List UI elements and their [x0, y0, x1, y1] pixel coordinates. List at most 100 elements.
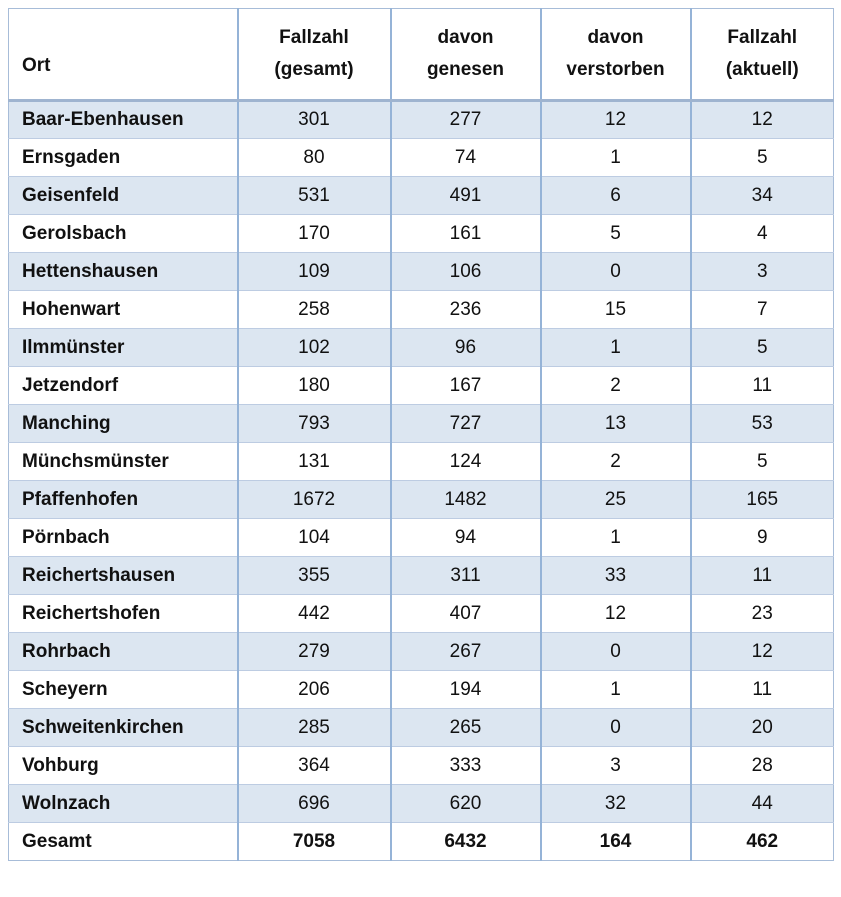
col-header-fallzahl-gesamt: Fallzahl (gesamt) [236, 8, 391, 102]
cell-fallzahl-gesamt: 180 [236, 366, 391, 405]
cell-ort: Wolnzach [8, 784, 238, 823]
cell-davon-verstorben: 2 [539, 366, 691, 405]
cell-fallzahl-aktuell: 4 [689, 214, 834, 253]
table-row: Hohenwart 258 236 15 7 [8, 290, 834, 329]
cell-davon-genesen: 407 [389, 594, 541, 633]
cell-davon-genesen: 6432 [389, 822, 541, 861]
cell-fallzahl-aktuell: 53 [689, 404, 834, 443]
cell-fallzahl-gesamt: 285 [236, 708, 391, 747]
cell-davon-verstorben: 0 [539, 252, 691, 291]
cell-davon-verstorben: 15 [539, 290, 691, 329]
cell-davon-genesen: 124 [389, 442, 541, 481]
cell-ort: Gesamt [8, 822, 238, 861]
cell-davon-verstorben: 0 [539, 708, 691, 747]
table-row: Pfaffenhofen 1672 1482 25 165 [8, 480, 834, 519]
cell-fallzahl-gesamt: 1672 [236, 480, 391, 519]
cell-ort: Pörnbach [8, 518, 238, 557]
cell-davon-verstorben: 1 [539, 670, 691, 709]
cell-fallzahl-aktuell: 28 [689, 746, 834, 785]
cell-fallzahl-gesamt: 104 [236, 518, 391, 557]
cell-davon-genesen: 267 [389, 632, 541, 671]
cell-davon-verstorben: 1 [539, 518, 691, 557]
table-row: Baar-Ebenhausen 301 277 12 12 [8, 100, 834, 139]
cell-fallzahl-gesamt: 206 [236, 670, 391, 709]
cell-davon-verstorben: 2 [539, 442, 691, 481]
cell-davon-genesen: 106 [389, 252, 541, 291]
cell-fallzahl-gesamt: 355 [236, 556, 391, 595]
cell-ort: Hettenshausen [8, 252, 238, 291]
cell-davon-genesen: 96 [389, 328, 541, 367]
cell-fallzahl-aktuell: 12 [689, 632, 834, 671]
table-row: Münchsmünster 131 124 2 5 [8, 442, 834, 481]
table-row: Jetzendorf 180 167 2 11 [8, 366, 834, 405]
cell-ort: Ilmmünster [8, 328, 238, 367]
cell-fallzahl-aktuell: 3 [689, 252, 834, 291]
col-header-davon-genesen: davon genesen [389, 8, 541, 102]
cell-ort: Gerolsbach [8, 214, 238, 253]
cell-davon-verstorben: 1 [539, 328, 691, 367]
cell-ort: Reichertshausen [8, 556, 238, 595]
table-row: Rohrbach 279 267 0 12 [8, 632, 834, 671]
table-row: Scheyern 206 194 1 11 [8, 670, 834, 709]
cell-fallzahl-aktuell: 7 [689, 290, 834, 329]
cell-fallzahl-aktuell: 5 [689, 138, 834, 177]
cell-davon-genesen: 265 [389, 708, 541, 747]
cell-fallzahl-aktuell: 165 [689, 480, 834, 519]
table-row: Pörnbach 104 94 1 9 [8, 518, 834, 557]
table-row: Schweitenkirchen 285 265 0 20 [8, 708, 834, 747]
cell-davon-verstorben: 32 [539, 784, 691, 823]
table-header: Ort Fallzahl (gesamt) davon genesen davo… [8, 8, 834, 102]
cell-ort: Pfaffenhofen [8, 480, 238, 519]
cell-fallzahl-aktuell: 20 [689, 708, 834, 747]
cell-fallzahl-aktuell: 11 [689, 366, 834, 405]
cell-ort: Geisenfeld [8, 176, 238, 215]
cell-davon-genesen: 333 [389, 746, 541, 785]
cell-davon-genesen: 236 [389, 290, 541, 329]
cell-davon-verstorben: 6 [539, 176, 691, 215]
cases-table-wrapper: Ort Fallzahl (gesamt) davon genesen davo… [8, 8, 834, 861]
cell-davon-verstorben: 164 [539, 822, 691, 861]
covid-cases-table: Ort Fallzahl (gesamt) davon genesen davo… [8, 8, 834, 861]
cell-davon-genesen: 74 [389, 138, 541, 177]
table-row: Wolnzach 696 620 32 44 [8, 784, 834, 823]
cell-fallzahl-gesamt: 109 [236, 252, 391, 291]
cell-davon-genesen: 277 [389, 100, 541, 139]
table-row: Gerolsbach 170 161 5 4 [8, 214, 834, 253]
cell-fallzahl-aktuell: 5 [689, 328, 834, 367]
cell-davon-genesen: 194 [389, 670, 541, 709]
table-row: Ilmmünster 102 96 1 5 [8, 328, 834, 367]
cell-fallzahl-aktuell: 12 [689, 100, 834, 139]
col-header-ort: Ort [8, 8, 238, 102]
cell-davon-verstorben: 33 [539, 556, 691, 595]
cell-davon-genesen: 311 [389, 556, 541, 595]
cell-davon-genesen: 727 [389, 404, 541, 443]
cell-ort: Ernsgaden [8, 138, 238, 177]
table-row: Reichertshausen 355 311 33 11 [8, 556, 834, 595]
cell-fallzahl-gesamt: 364 [236, 746, 391, 785]
cell-ort: Manching [8, 404, 238, 443]
cell-davon-verstorben: 12 [539, 100, 691, 139]
cell-davon-verstorben: 13 [539, 404, 691, 443]
cell-fallzahl-aktuell: 11 [689, 556, 834, 595]
cell-ort: Rohrbach [8, 632, 238, 671]
table-row: Vohburg 364 333 3 28 [8, 746, 834, 785]
cell-fallzahl-gesamt: 258 [236, 290, 391, 329]
cell-ort: Reichertshofen [8, 594, 238, 633]
table-row: Hettenshausen 109 106 0 3 [8, 252, 834, 291]
table-row: Ernsgaden 80 74 1 5 [8, 138, 834, 177]
table-row: Manching 793 727 13 53 [8, 404, 834, 443]
cell-davon-genesen: 1482 [389, 480, 541, 519]
cell-fallzahl-aktuell: 34 [689, 176, 834, 215]
cell-fallzahl-aktuell: 44 [689, 784, 834, 823]
cell-ort: Hohenwart [8, 290, 238, 329]
cell-ort: Schweitenkirchen [8, 708, 238, 747]
cell-fallzahl-gesamt: 531 [236, 176, 391, 215]
cell-davon-verstorben: 0 [539, 632, 691, 671]
cell-davon-verstorben: 5 [539, 214, 691, 253]
cell-ort: Baar-Ebenhausen [8, 100, 238, 139]
cell-davon-verstorben: 25 [539, 480, 691, 519]
cell-ort: Münchsmünster [8, 442, 238, 481]
table-body: Baar-Ebenhausen 301 277 12 12 Ernsgaden … [8, 100, 834, 861]
cell-fallzahl-gesamt: 696 [236, 784, 391, 823]
header-row: Ort Fallzahl (gesamt) davon genesen davo… [8, 8, 834, 102]
